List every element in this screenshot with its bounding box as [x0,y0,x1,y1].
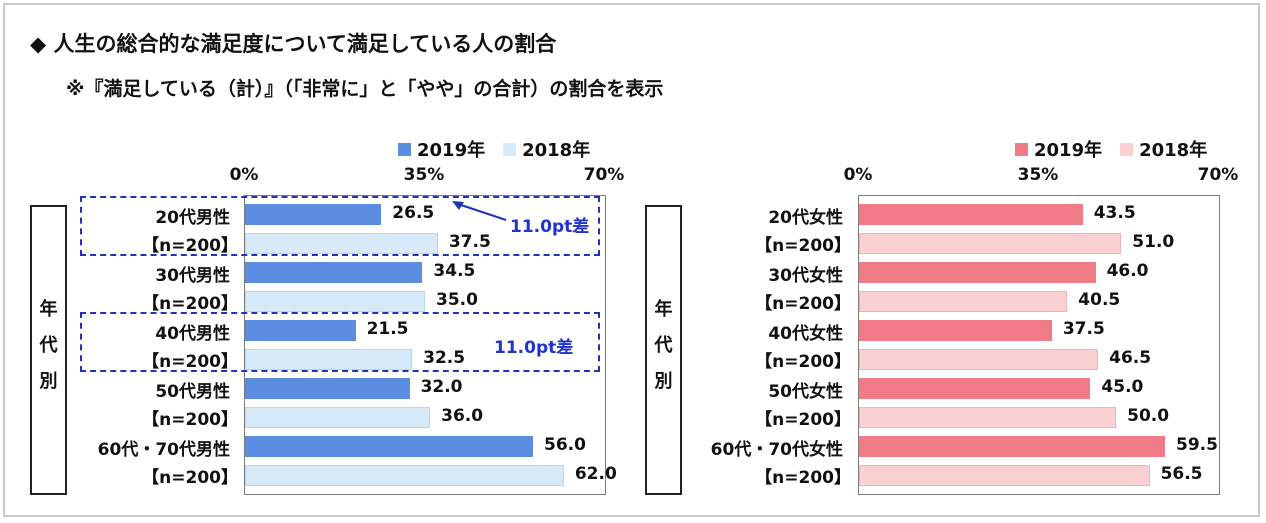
female-value-label: 46.0 [1106,261,1149,281]
female-bar-2019 [859,436,1165,457]
male-value-label: 35.0 [436,290,478,310]
male-category-n: 【n=200】 [142,294,238,314]
legend-label: 2018年 [522,140,591,161]
male-bar-2018 [245,233,438,254]
male-value-label: 37.5 [448,232,491,252]
male-value-label: 56.0 [544,435,586,455]
female-x-tick: 0% [843,165,873,185]
chart-frame [3,3,1260,517]
female-category-label: 30代女性 [768,266,843,286]
female-category-label: 50代女性 [768,382,843,402]
male-bar-2018 [245,465,564,486]
male-category-label: 40代男性 [155,324,230,344]
male-group-label: 年代別 [30,205,67,495]
female-category-n: 【n=200】 [755,468,851,488]
male-value-label: 36.0 [441,406,484,426]
female-value-label: 51.0 [1132,232,1175,252]
legend-swatch [503,142,517,156]
male-bar-2019 [245,320,356,341]
female-value-label: 46.5 [1109,348,1152,368]
female-value-label: 56.5 [1160,464,1203,484]
group-label-char: 別 [654,371,673,392]
female-value-label: 40.5 [1078,290,1121,310]
female-bar-2019 [859,204,1083,225]
female-category-n: 【n=200】 [755,352,851,372]
legend-item-2018年: 2018年 [503,136,590,162]
female-value-label: 59.5 [1176,435,1218,455]
female-category-label: 40代女性 [768,324,843,344]
chart-subtitle: ※『満足している（計）』（「非常に」と「やや」の合計）の割合を表示 [66,78,664,100]
male-category-n: 【n=200】 [142,410,238,430]
female-bar-2019 [859,320,1052,341]
male-bar-2019 [245,436,533,457]
male-category-label: 60代・70代男性 [97,440,230,460]
legend-label: 2019年 [417,140,486,161]
male-value-label: 26.5 [392,203,435,223]
male-bar-2019 [245,378,410,399]
female-value-label: 37.5 [1062,319,1105,339]
male-bar-2018 [245,349,413,370]
female-group-label: 年代別 [645,205,682,495]
male-value-label: 62.0 [574,464,617,484]
male-value-label: 21.5 [366,319,409,339]
male-x-tick: 70% [583,165,625,185]
male-category-label: 20代男性 [155,208,230,228]
male-bar-2018 [245,407,431,428]
male-category-n: 【n=200】 [142,352,238,372]
group-label-char: 年 [39,299,58,320]
group-label-char: 年 [654,299,673,320]
group-label-char: 代 [39,335,58,356]
male-annotation-text: 11.0pt差 [510,217,590,237]
chart-title: ◆ 人生の総合的な満足度について満足している人の割合 [30,32,557,56]
female-value-label: 50.0 [1127,406,1170,426]
female-bar-2018 [859,349,1099,370]
male-annotation-text: 11.0pt差 [494,338,574,358]
legend-item-2019年: 2019年 [1015,136,1102,162]
annotation-arrow-icon [452,201,507,221]
male-x-tick: 35% [403,165,445,185]
female-bar-2018 [859,407,1117,428]
female-value-label: 45.0 [1101,377,1144,397]
legend-label: 2019年 [1034,140,1103,161]
male-category-label: 50代男性 [155,382,230,402]
female-x-tick: 70% [1197,165,1239,185]
legend-swatch [1120,142,1134,156]
group-label-char: 別 [39,371,58,392]
male-category-label: 30代男性 [155,266,230,286]
legend-swatch [398,142,411,156]
female-category-label: 20代女性 [768,208,843,228]
female-bar-2019 [859,378,1091,399]
male-plot-area [244,195,606,495]
female-category-n: 【n=200】 [755,410,851,430]
female-category-label: 60代・70代女性 [710,440,843,460]
female-bar-2019 [859,262,1096,283]
female-category-n: 【n=200】 [755,236,851,256]
female-bar-2018 [859,233,1122,254]
male-category-n: 【n=200】 [142,236,238,256]
male-category-n: 【n=200】 [142,468,238,488]
male-legend: 2019年 2018年 [398,136,608,162]
male-bar-2019 [245,262,423,283]
female-bar-2018 [859,291,1068,312]
legend-item-2018年: 2018年 [1120,136,1207,162]
female-bar-2018 [859,465,1150,486]
legend-label: 2018年 [1139,140,1208,161]
legend-item-2019年: 2019年 [398,136,485,162]
male-annotation-box [80,312,600,372]
male-x-tick: 0% [229,165,259,185]
group-label-char: 代 [654,335,673,356]
male-annotation-box [80,196,600,256]
female-category-n: 【n=200】 [755,294,851,314]
legend-swatch [1015,142,1028,156]
male-value-label: 34.5 [433,261,476,281]
female-value-label: 43.5 [1093,203,1136,223]
male-bar-2019 [245,204,382,225]
male-value-label: 32.5 [423,348,466,368]
male-value-label: 32.0 [420,377,463,397]
male-bar-2018 [245,291,425,312]
female-legend: 2019年 2018年 [1015,136,1225,162]
female-x-tick: 35% [1017,165,1059,185]
female-plot-area [858,195,1220,495]
